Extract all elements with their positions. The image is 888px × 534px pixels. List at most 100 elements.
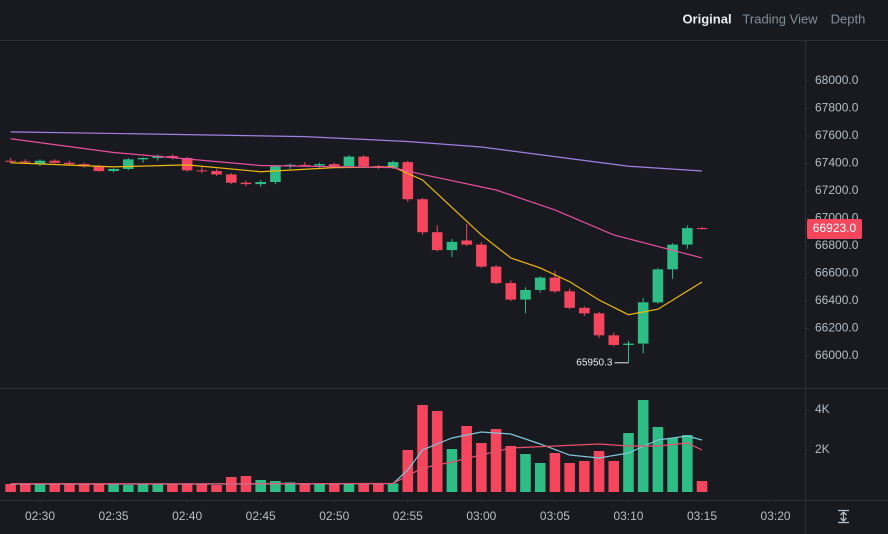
volume-bar xyxy=(520,454,531,492)
x-tick-label: 03:00 xyxy=(466,509,496,523)
volume-bar xyxy=(682,435,693,492)
candle-body xyxy=(240,182,252,185)
y-tick-label: 66200.0 xyxy=(815,321,859,335)
volume-bar xyxy=(122,484,134,492)
candle-body xyxy=(270,166,281,183)
y-tick-label: 66800.0 xyxy=(815,238,859,252)
x-tick-label: 02:40 xyxy=(172,509,202,523)
scale-toggle-icon[interactable] xyxy=(838,509,849,524)
candle-body xyxy=(34,160,46,165)
price-pane xyxy=(5,131,708,363)
volume-bar xyxy=(314,483,325,492)
tab-trading-view[interactable]: Trading View xyxy=(742,11,818,26)
volume-bar xyxy=(49,484,61,492)
candle-body xyxy=(122,159,134,169)
y-tick-label: 67400.0 xyxy=(815,156,859,170)
volume-bar xyxy=(476,443,487,492)
x-tick-label: 02:45 xyxy=(246,509,276,523)
volume-bar xyxy=(387,483,399,492)
candle-body xyxy=(637,302,649,344)
candle-body xyxy=(652,269,664,303)
price-label-box xyxy=(807,219,862,240)
candle-body xyxy=(225,174,237,183)
candle-body xyxy=(667,244,678,270)
volume-bar xyxy=(93,484,105,492)
y-tick-label: 67200.0 xyxy=(815,183,859,197)
x-tick-label: 03:05 xyxy=(540,509,570,523)
volume-bar xyxy=(181,483,193,492)
volume-bar xyxy=(667,438,678,492)
x-tick-label: 03:10 xyxy=(613,509,643,523)
candle-body xyxy=(108,168,119,172)
volume-bar xyxy=(255,480,266,492)
volume-bar xyxy=(696,481,708,492)
volume-bar xyxy=(431,411,443,492)
volume-bar xyxy=(608,461,620,492)
candle-body xyxy=(593,313,605,336)
y-tick-label: 67600.0 xyxy=(815,128,859,142)
volume-bar xyxy=(152,483,164,492)
candle-body xyxy=(343,156,355,167)
y-tick-label: 66400.0 xyxy=(815,293,859,307)
x-tick-label: 02:35 xyxy=(99,509,129,523)
volume-bar xyxy=(299,483,311,492)
volume-bar xyxy=(211,485,222,492)
price-label: 66923.0 xyxy=(813,221,857,235)
candle-body xyxy=(314,164,325,166)
candle-body xyxy=(328,164,340,167)
volume-pane xyxy=(5,400,708,492)
volume-bar xyxy=(20,484,31,492)
volume-bar xyxy=(358,483,369,492)
candle-body xyxy=(623,343,634,345)
volume-bar xyxy=(64,483,75,492)
candle-body xyxy=(446,241,458,251)
y-tick-label: 4K xyxy=(815,402,830,416)
y-tick-label: 2K xyxy=(815,442,830,456)
volume-bar xyxy=(402,450,414,492)
candle-body xyxy=(520,289,531,300)
moving-average-line xyxy=(10,131,703,172)
tab-original[interactable]: Original xyxy=(682,11,731,26)
candle-body xyxy=(358,156,369,167)
candle-body xyxy=(299,164,311,166)
volume-bar xyxy=(284,482,296,492)
volume-bar xyxy=(328,484,340,492)
candle-body xyxy=(181,157,193,171)
volume-bar xyxy=(534,463,546,492)
volume-bar xyxy=(196,484,208,492)
candle-body xyxy=(608,335,620,345)
moving-average-line xyxy=(10,138,703,259)
volume-bar xyxy=(579,461,590,492)
x-tick-label: 02:50 xyxy=(319,509,349,523)
x-tick-label: 02:30 xyxy=(25,509,55,523)
candle-body xyxy=(549,277,561,292)
candle-body xyxy=(431,232,443,251)
low-marker-label: 65950.3 xyxy=(576,357,613,368)
candle-body xyxy=(387,162,399,168)
volume-bar xyxy=(373,484,384,492)
candle-body xyxy=(255,182,266,185)
candle-body xyxy=(211,171,222,175)
candle-body xyxy=(64,162,75,165)
candle-body xyxy=(137,157,149,160)
tab-depth[interactable]: Depth xyxy=(831,11,866,26)
candle-body xyxy=(167,155,178,158)
moving-average-line xyxy=(10,431,703,485)
volume-bar xyxy=(108,484,119,492)
moving-average-line xyxy=(10,442,703,485)
volume-bar xyxy=(78,483,90,492)
candle-body xyxy=(196,170,208,172)
candle-body xyxy=(461,240,472,245)
volume-bar xyxy=(137,484,149,492)
candle-body xyxy=(534,277,546,290)
moving-average-line xyxy=(10,162,703,316)
volume-bar xyxy=(652,427,664,492)
volume-bar xyxy=(505,446,517,492)
candle-body xyxy=(505,283,517,300)
candle-body xyxy=(93,166,105,172)
candle-body xyxy=(5,160,16,162)
volume-bar xyxy=(417,405,428,492)
volume-bar xyxy=(270,481,281,492)
